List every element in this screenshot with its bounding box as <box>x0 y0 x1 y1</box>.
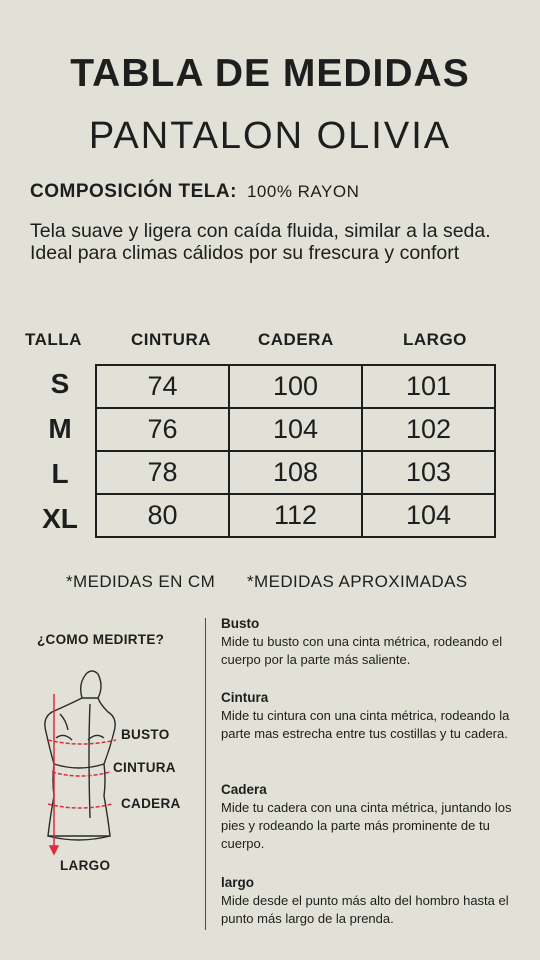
composition-value: 100% RAYON <box>246 182 360 201</box>
header-cintura: CINTURA <box>131 330 211 349</box>
cell-cadera: 112 <box>228 493 363 538</box>
header-largo: LARGO <box>403 330 467 349</box>
instruction-text: Mide tu cintura con una cinta métrica, r… <box>221 708 510 741</box>
table-row: 74 100 101 <box>95 364 496 409</box>
how-to-measure-title: ¿COMO MEDIRTE? <box>37 632 165 647</box>
cell-cadera: 108 <box>228 450 363 495</box>
instruction-text: Mide tu cadera con una cinta métrica, ju… <box>221 800 512 851</box>
instruction-title: Cintura <box>221 690 269 705</box>
header-talla: TALLA <box>25 330 82 349</box>
instruction-busto: Busto Mide tu busto con una cinta métric… <box>221 615 521 669</box>
note-approx: *MEDIDAS APROXIMADAS <box>247 572 468 591</box>
table-row: 80 112 104 <box>95 493 496 538</box>
figure-label-busto: BUSTO <box>121 727 170 742</box>
instruction-title: Busto <box>221 616 260 631</box>
size-label-m: M <box>48 413 72 444</box>
instruction-title: Cadera <box>221 782 267 797</box>
figure-label-cintura: CINTURA <box>113 760 176 775</box>
cell-cadera: 104 <box>228 407 363 452</box>
size-table: 74 100 101 76 104 102 78 108 103 80 112 … <box>95 364 496 538</box>
divider <box>205 618 206 930</box>
size-label-xl: XL <box>42 503 78 534</box>
size-label-l: L <box>51 458 69 489</box>
figure-label-largo: LARGO <box>60 858 111 873</box>
cell-largo: 103 <box>361 450 496 495</box>
cell-cadera: 100 <box>228 364 363 409</box>
cell-largo: 104 <box>361 493 496 538</box>
dress-form-icon <box>44 670 117 856</box>
composition: COMPOSICIÓN TELA: 100% RAYON <box>30 181 359 203</box>
size-label-s: S <box>50 368 70 399</box>
header-cadera: CADERA <box>258 330 334 349</box>
fabric-description: Tela suave y ligera con caída fluida, si… <box>30 220 491 264</box>
cell-cintura: 76 <box>95 407 230 452</box>
cell-largo: 101 <box>361 364 496 409</box>
cell-cintura: 74 <box>95 364 230 409</box>
page-title: TABLA DE MEDIDAS <box>70 52 470 95</box>
instruction-text: Mide tu busto con una cinta métrica, rod… <box>221 634 503 667</box>
product-name: PANTALON OLIVIA <box>88 115 452 157</box>
instruction-largo: largo Mide desde el punto más alto del h… <box>221 874 521 928</box>
cell-cintura: 80 <box>95 493 230 538</box>
table-row: 76 104 102 <box>95 407 496 452</box>
composition-label: COMPOSICIÓN TELA: <box>30 181 237 202</box>
instruction-title: largo <box>221 875 255 890</box>
note-units: *MEDIDAS EN CM <box>66 572 216 591</box>
figure-label-cadera: CADERA <box>121 796 181 811</box>
instruction-text: Mide desde el punto más alto del hombro … <box>221 893 509 926</box>
table-row: 78 108 103 <box>95 450 496 495</box>
cell-cintura: 78 <box>95 450 230 495</box>
instruction-cintura: Cintura Mide tu cintura con una cinta mé… <box>221 689 521 743</box>
instruction-cadera: Cadera Mide tu cadera con una cinta métr… <box>221 781 521 853</box>
cell-largo: 102 <box>361 407 496 452</box>
